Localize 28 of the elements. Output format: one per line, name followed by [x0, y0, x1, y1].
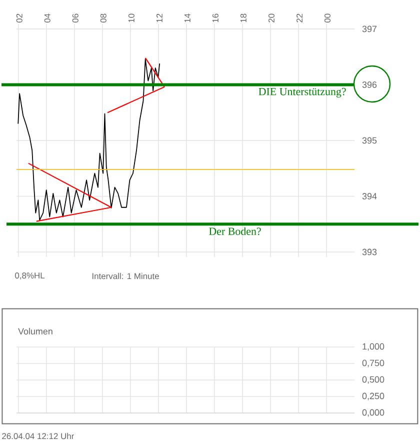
x-tick-label: 20 [268, 14, 274, 22]
x-tick-label: 16 [212, 14, 218, 22]
x-tick-label: 08 [100, 14, 106, 22]
y-tick-label: 395 [362, 137, 377, 144]
y-tick-label: 0,500 [362, 376, 384, 384]
ref-line-label: Der Boden? [209, 227, 261, 236]
x-tick-label: 06 [72, 14, 78, 22]
ref-line-label: DIE Unterstützung? [258, 88, 346, 98]
y-tick-label: 393 [362, 248, 377, 256]
x-tick-label: 10 [128, 14, 134, 22]
y-tick-label: 394 [362, 193, 377, 200]
y-tick-label: 0,000 [362, 409, 384, 417]
text: 26.04.04 12:12 Uhr [2, 432, 74, 440]
text: Intervall: 1 Minute [92, 272, 159, 280]
y-tick-label: 397 [362, 26, 377, 32]
y-tick-label: 1,000 [362, 343, 384, 351]
x-tick-label: 12 [156, 14, 162, 22]
x-tick-label: 22 [296, 14, 302, 22]
text: 0,8%HL [15, 272, 45, 280]
x-tick-label: 18 [240, 14, 246, 22]
y-tick-label: 0,250 [362, 392, 384, 400]
chart-title: Volumen [18, 328, 52, 335]
y-tick-label: 396 [362, 82, 377, 88]
x-tick-label: 04 [44, 14, 50, 22]
x-tick-label: 02 [16, 14, 22, 22]
y-tick-label: 0,750 [362, 360, 384, 368]
x-tick-label: 00 [324, 14, 330, 22]
x-tick-label: 14 [184, 14, 190, 22]
